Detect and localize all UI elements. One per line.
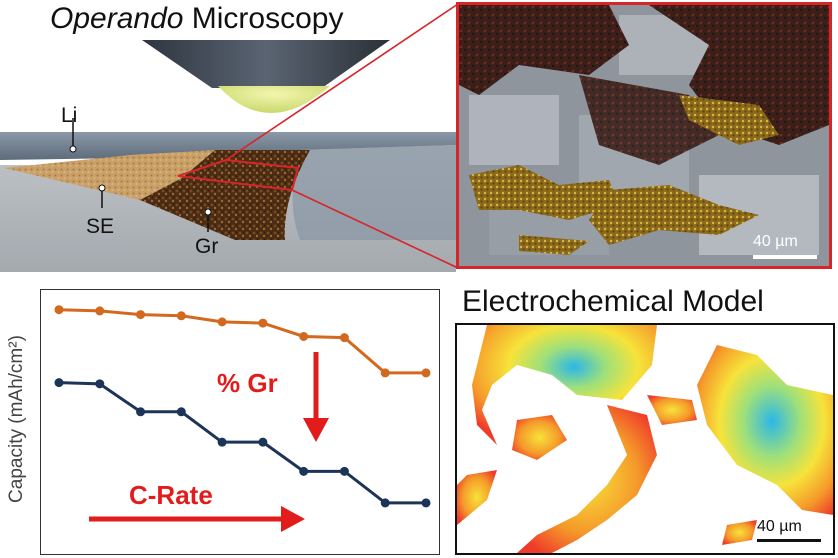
operando-microscopy-title: Operando Microscopy <box>50 2 344 35</box>
c-rate-annotation: C-Rate <box>129 480 213 510</box>
chart-y-axis-label: Capacity (mAh/cm²) <box>6 335 27 503</box>
series-1-point <box>299 331 309 341</box>
series-2-point <box>421 498 431 508</box>
series-1-point <box>339 333 349 343</box>
operando-microscopy-image: 40 µm <box>456 2 832 269</box>
model-scale-bar-label: 40 µm <box>757 518 802 535</box>
micro-scale-bar-label: 40 µm <box>753 233 798 250</box>
objective-lens-tip <box>218 86 330 113</box>
series-1-point <box>380 368 390 378</box>
series-2-point <box>258 437 268 447</box>
series-2-point <box>299 466 309 476</box>
series-2-point <box>54 378 64 388</box>
percent-gr-arrow-head <box>303 418 329 442</box>
series-2-point <box>217 437 227 447</box>
capacity-chart-plot: % Gr C-Rate <box>54 305 431 532</box>
c-rate-arrow-head <box>281 506 305 532</box>
solid-electrolyte <box>4 150 215 200</box>
view-region-box <box>177 158 300 192</box>
series-2-point <box>95 379 105 389</box>
series-1-point <box>54 305 64 315</box>
label-li: Li <box>61 104 77 127</box>
series-1-point <box>176 311 186 321</box>
capacity-chart: % Gr C-Rate <box>40 289 440 555</box>
series-1-point <box>95 306 105 316</box>
electrochemical-model-title: Electrochemical Model <box>462 285 764 318</box>
graphite-layer <box>140 150 310 240</box>
label-gr: Gr <box>195 235 218 258</box>
series-1-point <box>136 310 146 320</box>
electrochemical-model-image: 40 µm <box>455 323 835 555</box>
objective-lens-body <box>142 40 390 88</box>
series-2-point <box>136 407 146 417</box>
series-1-line <box>58 308 426 375</box>
percent-gr-annotation: % Gr <box>217 368 278 398</box>
series-1-point <box>258 318 268 328</box>
series-2-point <box>176 407 186 417</box>
lithium-layer <box>0 132 456 160</box>
series-2-point <box>380 498 390 508</box>
series-2-point <box>339 466 349 476</box>
series-2-line <box>58 381 426 505</box>
cell-schematic: Li SE Gr <box>0 4 456 272</box>
label-se: SE <box>86 215 114 238</box>
series-1-point <box>217 317 227 327</box>
series-1-point <box>421 368 431 378</box>
